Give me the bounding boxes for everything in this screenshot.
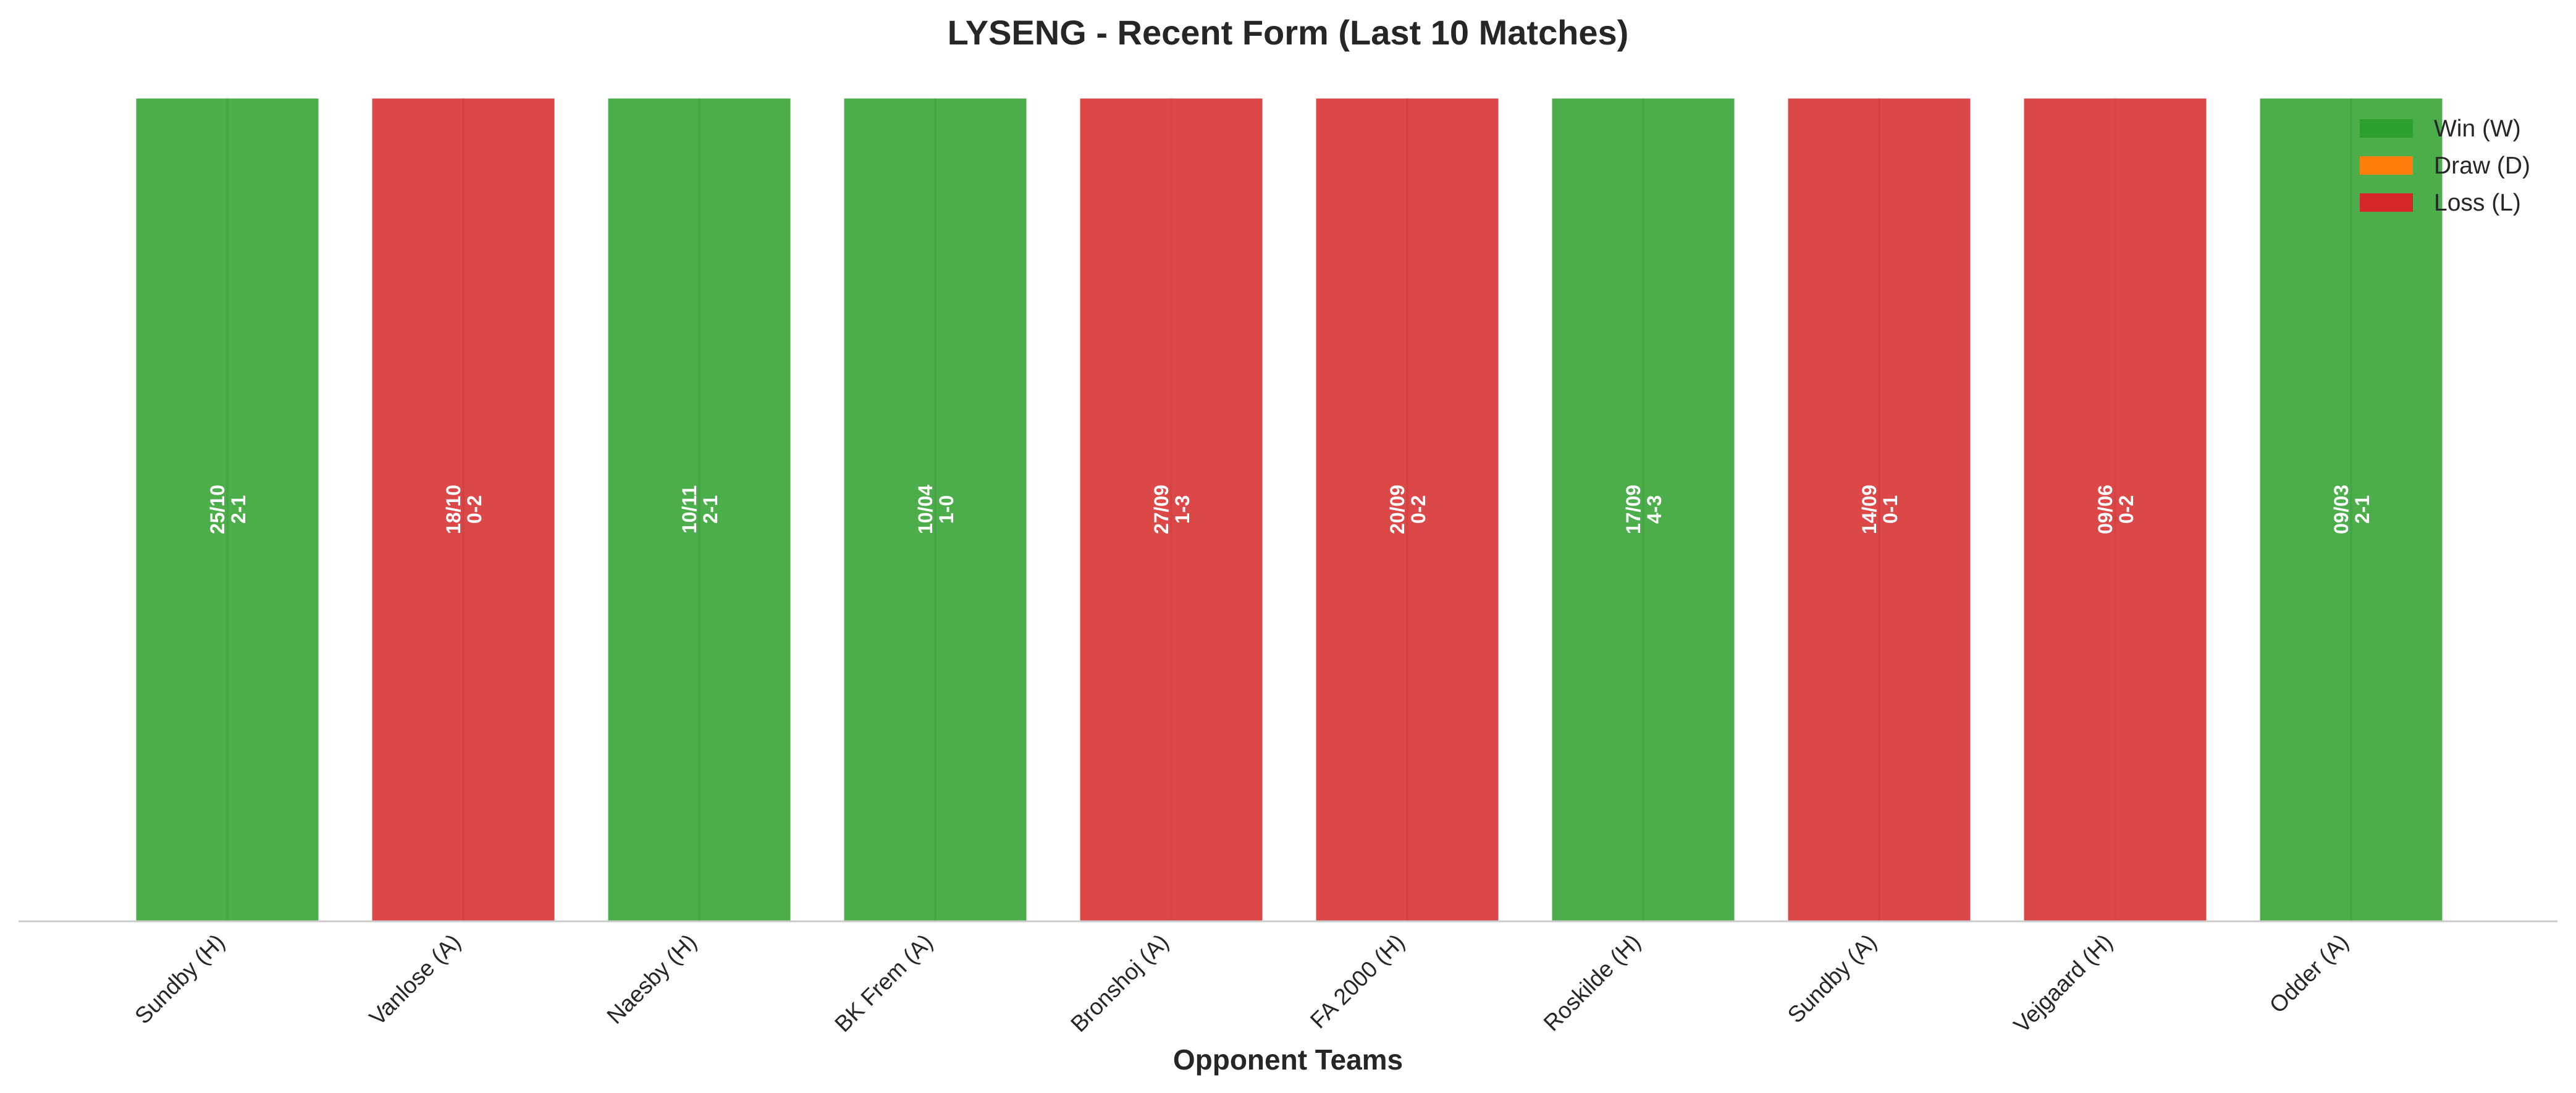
bar-date: 10/04: [914, 485, 937, 534]
bar-score: 0-2: [463, 495, 486, 524]
bar-label-1: 25/102-1: [206, 485, 250, 534]
legend: Win (W) Draw (D) Loss (L): [2360, 115, 2530, 216]
bar-date: 20/09: [1386, 485, 1408, 534]
bar-2: [370, 96, 557, 923]
bar-label-9: 09/060-2: [2094, 485, 2137, 534]
bar-label-10: 09/032-1: [2330, 485, 2373, 534]
bar-6: [1314, 96, 1501, 923]
bar-date: 18/10: [442, 485, 465, 534]
bar-label-6: 20/090-2: [1386, 485, 1429, 534]
legend-swatch-W: [2360, 119, 2413, 138]
legend-label-W: Win (W): [2434, 115, 2521, 142]
bar-score: 0-1: [1879, 495, 1901, 524]
bar-score: 1-0: [935, 495, 958, 524]
chart-title: LYSENG - Recent Form (Last 10 Matches): [948, 13, 1629, 52]
bar-label-8: 14/090-1: [1858, 485, 1901, 534]
bar-7: [1550, 96, 1736, 923]
legend-swatch-D: [2360, 156, 2413, 175]
bar-10: [2258, 96, 2444, 923]
bar-score: 0-2: [1407, 495, 1429, 524]
legend-swatch-L: [2360, 193, 2413, 212]
bar-9: [2022, 96, 2208, 923]
bar-date: 17/09: [1622, 485, 1644, 534]
bar-label-5: 27/091-3: [1150, 485, 1193, 534]
bar-8: [1786, 96, 1972, 923]
bar-5: [1078, 96, 1265, 923]
bar-date: 09/06: [2094, 485, 2116, 534]
bar-label-4: 10/041-0: [914, 485, 958, 534]
bar-date: 27/09: [1150, 485, 1172, 534]
legend-label-D: Draw (D): [2434, 153, 2530, 179]
bar-3: [606, 96, 793, 923]
bar-4: [842, 96, 1029, 923]
bar-score: 1-3: [1171, 495, 1193, 524]
bar-score: 2-1: [2351, 495, 2373, 524]
bar-date: 14/09: [1858, 485, 1880, 534]
bar-score: 0-2: [2115, 495, 2137, 524]
bar-score: 4-3: [1643, 495, 1665, 524]
bar-date: 09/03: [2330, 485, 2352, 534]
bar-date: 25/10: [206, 485, 229, 534]
bar-date: 10/11: [678, 485, 701, 534]
x-axis-title: Opponent Teams: [1173, 1044, 1403, 1076]
bar-label-7: 17/094-3: [1622, 485, 1665, 534]
bar-label-2: 18/100-2: [442, 485, 486, 534]
bar-score: 2-1: [227, 495, 250, 524]
bars-group: 25/102-1 18/100-2 10/112-1 10/041-0 27/091-3…: [134, 96, 2444, 923]
bar-label-3: 10/112-1: [678, 485, 722, 534]
bar-score: 2-1: [699, 495, 722, 524]
bar-1: [134, 96, 321, 923]
legend-label-L: Loss (L): [2434, 190, 2521, 216]
